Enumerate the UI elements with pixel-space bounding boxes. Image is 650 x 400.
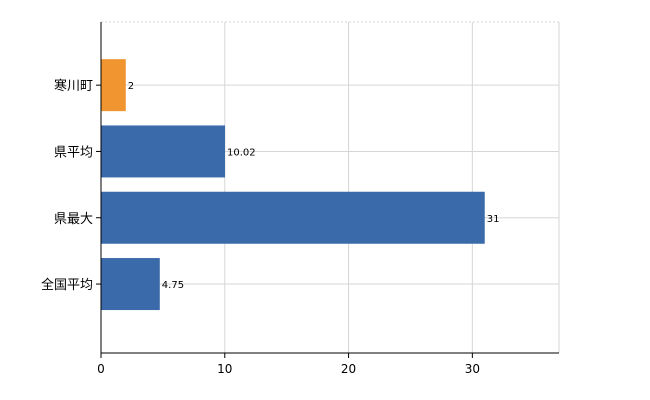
bar [101, 125, 226, 178]
bar [101, 191, 485, 244]
data-label: 4.75 [162, 280, 184, 291]
x-tick-label: 30 [465, 362, 480, 376]
category-label: 全国平均 [41, 277, 93, 293]
gridlines [101, 21, 560, 353]
category-label: 県平均 [54, 145, 93, 160]
data-label: 10.02 [227, 147, 256, 158]
bar [101, 258, 160, 311]
data-label: 2 [128, 81, 134, 92]
x-tick-label: 0 [97, 362, 105, 376]
category-label: 寒川町 [54, 78, 93, 94]
data-label: 31 [487, 214, 500, 225]
x-tick-label: 10 [217, 362, 232, 376]
category-label: 県最大 [54, 212, 93, 227]
bars [101, 59, 485, 311]
x-tick-label: 20 [341, 362, 356, 376]
axes [96, 22, 559, 358]
labels: 0 10 20 30 寒川町 2 県平均 10.02 県最大 31 全国平均 4.75 [41, 78, 499, 376]
bar [101, 59, 126, 112]
